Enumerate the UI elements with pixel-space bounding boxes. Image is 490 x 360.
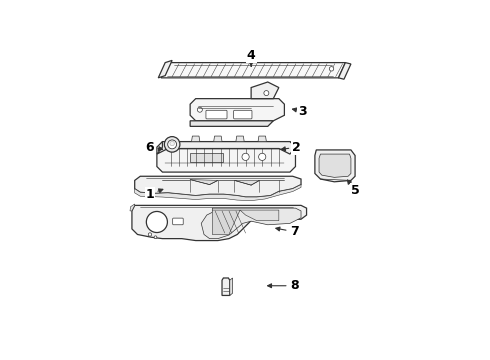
FancyBboxPatch shape — [234, 110, 252, 119]
Polygon shape — [258, 136, 267, 141]
Polygon shape — [222, 278, 230, 296]
Polygon shape — [190, 99, 284, 121]
Polygon shape — [339, 63, 351, 79]
Polygon shape — [251, 82, 279, 99]
Text: 5: 5 — [347, 180, 360, 197]
Circle shape — [170, 141, 174, 146]
Circle shape — [147, 211, 168, 233]
Polygon shape — [157, 141, 295, 172]
Circle shape — [154, 236, 157, 239]
Polygon shape — [315, 150, 355, 182]
Circle shape — [168, 140, 176, 149]
Circle shape — [259, 153, 266, 161]
Polygon shape — [230, 278, 233, 296]
Polygon shape — [130, 204, 135, 211]
Polygon shape — [135, 185, 301, 201]
Polygon shape — [212, 210, 240, 234]
Text: 3: 3 — [293, 105, 307, 118]
Text: 8: 8 — [268, 279, 298, 292]
Polygon shape — [240, 210, 279, 221]
Text: 2: 2 — [281, 141, 301, 154]
Text: 1: 1 — [146, 188, 163, 201]
Polygon shape — [201, 208, 301, 239]
Circle shape — [329, 67, 334, 71]
Polygon shape — [158, 60, 172, 78]
Circle shape — [197, 107, 202, 112]
Text: 6: 6 — [146, 141, 163, 154]
Circle shape — [242, 153, 249, 161]
Text: 4: 4 — [247, 49, 255, 66]
Text: 7: 7 — [276, 225, 298, 238]
Polygon shape — [135, 176, 301, 197]
Polygon shape — [192, 136, 200, 141]
Polygon shape — [319, 154, 351, 177]
Polygon shape — [161, 63, 345, 78]
Polygon shape — [190, 180, 218, 185]
FancyBboxPatch shape — [206, 110, 227, 119]
Polygon shape — [214, 136, 222, 141]
Polygon shape — [190, 153, 223, 162]
Circle shape — [264, 91, 269, 96]
Polygon shape — [236, 136, 244, 141]
Polygon shape — [190, 121, 273, 126]
Polygon shape — [157, 141, 295, 154]
Circle shape — [148, 233, 151, 236]
Polygon shape — [235, 180, 259, 185]
Circle shape — [164, 136, 180, 152]
Polygon shape — [132, 205, 307, 240]
FancyBboxPatch shape — [172, 218, 183, 225]
